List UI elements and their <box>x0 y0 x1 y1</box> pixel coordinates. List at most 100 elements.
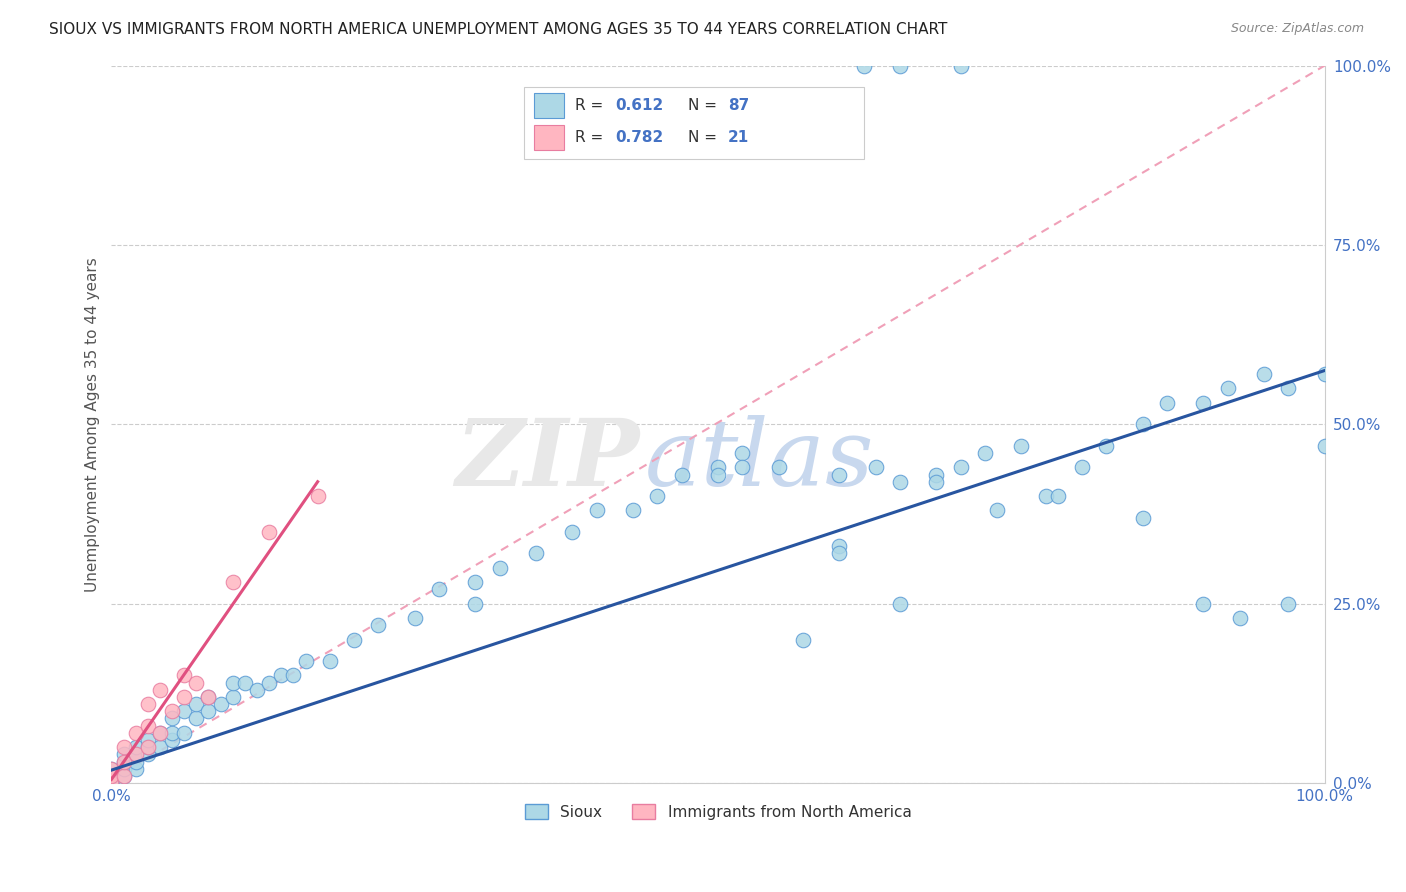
Point <box>768 460 790 475</box>
Point <box>100 769 122 783</box>
Point <box>246 682 269 697</box>
Point <box>222 690 245 704</box>
Point <box>149 726 172 740</box>
Point <box>828 467 851 482</box>
Point <box>136 719 159 733</box>
Point <box>100 776 122 790</box>
Point <box>1192 597 1215 611</box>
Point <box>100 776 122 790</box>
Point <box>1313 439 1336 453</box>
Point <box>173 704 195 718</box>
Point <box>270 668 292 682</box>
Point <box>100 769 122 783</box>
Text: R =: R = <box>575 130 607 145</box>
Point <box>1192 396 1215 410</box>
Point <box>1046 489 1069 503</box>
Point <box>186 675 208 690</box>
Point <box>621 503 644 517</box>
Text: 0.782: 0.782 <box>614 130 664 145</box>
Text: 0.612: 0.612 <box>614 97 664 112</box>
Point <box>136 747 159 762</box>
FancyBboxPatch shape <box>524 87 863 159</box>
Point <box>585 503 607 517</box>
Point <box>186 697 208 711</box>
Point <box>1071 460 1094 475</box>
Point <box>136 740 159 755</box>
Point <box>112 755 135 769</box>
Point <box>1156 396 1178 410</box>
Point <box>1010 439 1032 453</box>
Text: N =: N = <box>688 130 721 145</box>
Point <box>707 467 730 482</box>
Point <box>112 769 135 783</box>
Point <box>222 575 245 590</box>
Point <box>173 668 195 682</box>
Point <box>100 762 122 776</box>
Point <box>427 582 450 597</box>
Point <box>404 611 426 625</box>
Point <box>1132 510 1154 524</box>
Point <box>173 690 195 704</box>
Point <box>731 460 754 475</box>
FancyBboxPatch shape <box>534 93 564 118</box>
Point <box>233 675 256 690</box>
Point <box>925 475 948 489</box>
Point <box>160 704 183 718</box>
Point <box>307 489 329 503</box>
Point <box>149 740 172 755</box>
Point <box>647 489 669 503</box>
Point <box>828 546 851 560</box>
Point <box>136 740 159 755</box>
Text: R =: R = <box>575 97 607 112</box>
Legend: Sioux, Immigrants from North America: Sioux, Immigrants from North America <box>519 797 918 826</box>
Point <box>294 654 316 668</box>
Text: Source: ZipAtlas.com: Source: ZipAtlas.com <box>1230 22 1364 36</box>
Point <box>707 460 730 475</box>
Point <box>112 755 135 769</box>
Text: ZIP: ZIP <box>456 415 640 505</box>
Point <box>100 762 122 776</box>
Point <box>949 460 972 475</box>
Point <box>197 690 219 704</box>
Point <box>1277 597 1299 611</box>
Point <box>160 733 183 747</box>
Point <box>792 632 814 647</box>
Point <box>1132 417 1154 432</box>
Point <box>319 654 342 668</box>
Point <box>112 740 135 755</box>
Point <box>949 59 972 73</box>
Point <box>149 726 172 740</box>
Text: 87: 87 <box>728 97 749 112</box>
Point <box>112 769 135 783</box>
Point <box>464 575 486 590</box>
Point <box>136 733 159 747</box>
Text: atlas: atlas <box>645 415 875 505</box>
Point <box>100 776 122 790</box>
Text: SIOUX VS IMMIGRANTS FROM NORTH AMERICA UNEMPLOYMENT AMONG AGES 35 TO 44 YEARS CO: SIOUX VS IMMIGRANTS FROM NORTH AMERICA U… <box>49 22 948 37</box>
Point <box>112 762 135 776</box>
Text: N =: N = <box>688 97 721 112</box>
Point <box>186 711 208 725</box>
Point <box>136 697 159 711</box>
Point <box>986 503 1008 517</box>
Point <box>124 755 146 769</box>
Point <box>160 726 183 740</box>
Point <box>1253 367 1275 381</box>
Point <box>1313 367 1336 381</box>
Point <box>464 597 486 611</box>
FancyBboxPatch shape <box>534 125 564 150</box>
Point <box>124 747 146 762</box>
Point <box>488 561 510 575</box>
Point <box>1229 611 1251 625</box>
Point <box>149 682 172 697</box>
Point <box>124 726 146 740</box>
Point <box>197 704 219 718</box>
Point <box>124 747 146 762</box>
Point <box>1216 381 1239 395</box>
Point <box>925 467 948 482</box>
Point <box>1035 489 1057 503</box>
Point <box>197 690 219 704</box>
Point <box>1277 381 1299 395</box>
Point <box>731 446 754 460</box>
Point <box>124 762 146 776</box>
